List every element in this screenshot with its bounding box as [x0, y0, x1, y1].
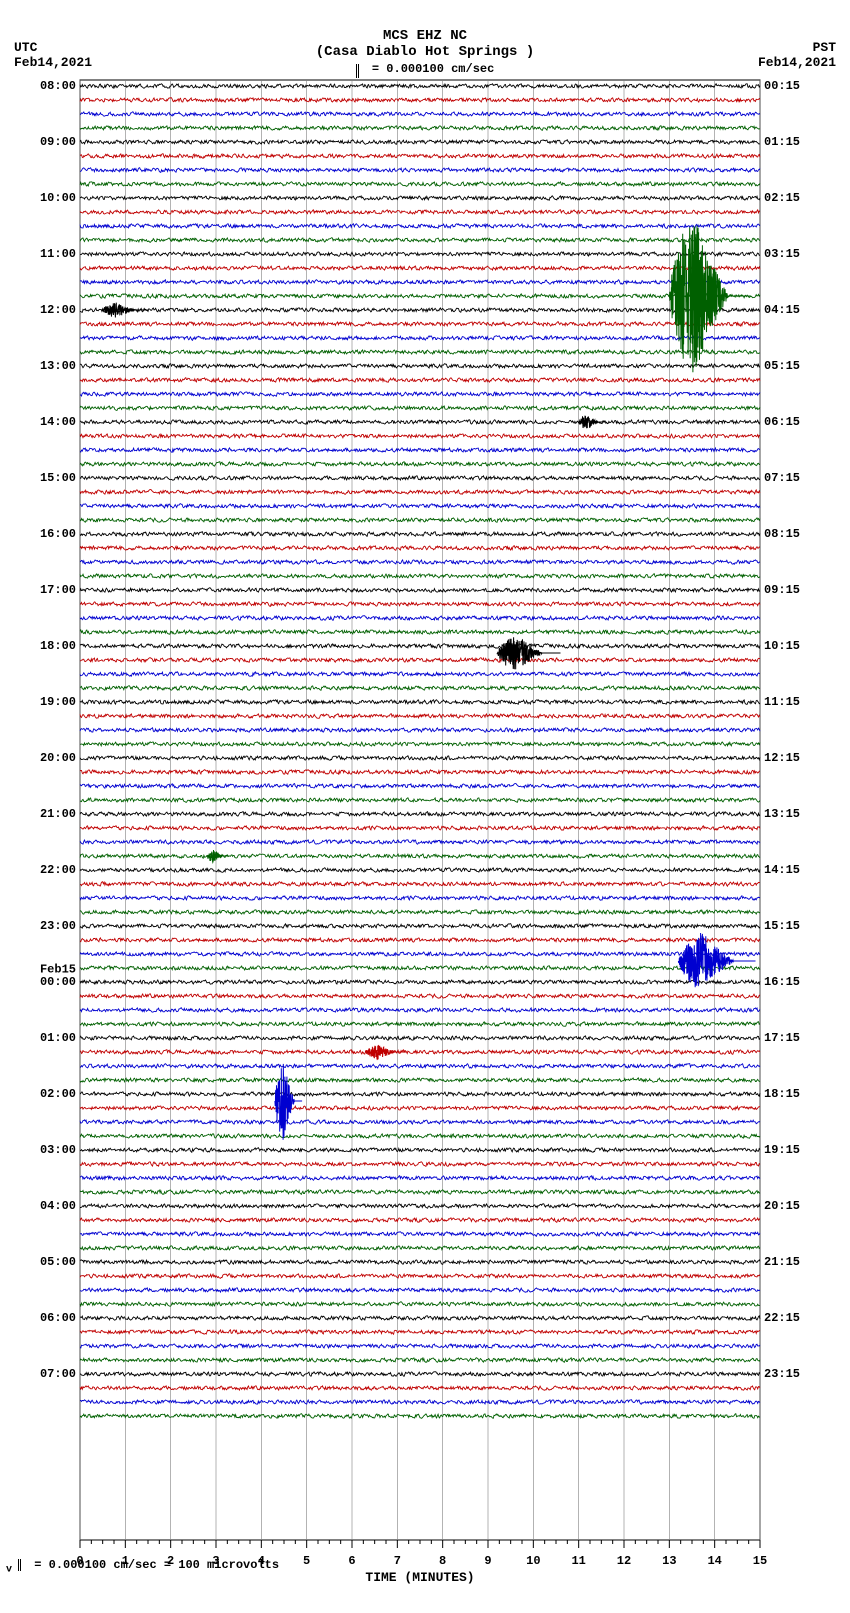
- pst-hour-label: 05:15: [764, 359, 800, 373]
- utc-hour-label: 12:00: [40, 303, 76, 317]
- utc-hour-label: 13:00: [40, 359, 76, 373]
- utc-hour-label: 00:00: [40, 975, 76, 989]
- station-id: MCS EHZ NC: [0, 28, 850, 44]
- pst-hour-label: 02:15: [764, 191, 800, 205]
- utc-hour-label: 16:00: [40, 527, 76, 541]
- pst-hour-label: 09:15: [764, 583, 800, 597]
- left-timezone-block: UTC Feb14,2021: [14, 40, 92, 70]
- station-name: (Casa Diablo Hot Springs ): [0, 44, 850, 60]
- x-axis-title: TIME (MINUTES): [365, 1570, 474, 1585]
- utc-hour-label: 17:00: [40, 583, 76, 597]
- utc-hour-label: 20:00: [40, 751, 76, 765]
- pst-hour-label: 16:15: [764, 975, 800, 989]
- left-tz: UTC: [14, 40, 92, 55]
- x-tick-label: 6: [348, 1554, 355, 1568]
- pst-hour-label: 18:15: [764, 1087, 800, 1101]
- pst-hour-label: 21:15: [764, 1255, 800, 1269]
- utc-hour-label: 09:00: [40, 135, 76, 149]
- utc-hour-label: 03:00: [40, 1143, 76, 1157]
- pst-hour-label: 15:15: [764, 919, 800, 933]
- scale-indicator: = 0.000100 cm/sec: [0, 62, 850, 76]
- x-tick-label: 11: [571, 1554, 585, 1568]
- utc-hour-label: 06:00: [40, 1311, 76, 1325]
- x-tick-label: 0: [76, 1554, 83, 1568]
- helicorder-svg: [80, 80, 760, 1540]
- pst-hour-label: 17:15: [764, 1031, 800, 1045]
- pst-hour-label: 04:15: [764, 303, 800, 317]
- utc-hour-label: 18:00: [40, 639, 76, 653]
- utc-hour-label: 05:00: [40, 1255, 76, 1269]
- pst-hour-label: 11:15: [764, 695, 800, 709]
- x-tick-label: 1: [122, 1554, 129, 1568]
- pst-hour-label: 10:15: [764, 639, 800, 653]
- x-tick-label: 4: [258, 1554, 265, 1568]
- pst-hour-label: 07:15: [764, 471, 800, 485]
- x-tick-label: 7: [394, 1554, 401, 1568]
- utc-hour-label: 08:00: [40, 79, 76, 93]
- x-tick-label: 5: [303, 1554, 310, 1568]
- right-tz: PST: [758, 40, 836, 55]
- pst-hour-label: 08:15: [764, 527, 800, 541]
- x-tick-label: 13: [662, 1554, 676, 1568]
- footer-scale-text: = 0.000100 cm/sec = 100 microvolts: [34, 1558, 279, 1572]
- scale-value: = 0.000100 cm/sec: [372, 62, 494, 76]
- pst-hour-label: 20:15: [764, 1199, 800, 1213]
- pst-hour-label: 19:15: [764, 1143, 800, 1157]
- utc-hour-label: 01:00: [40, 1031, 76, 1045]
- pst-hour-label: 22:15: [764, 1311, 800, 1325]
- pst-hour-label: 03:15: [764, 247, 800, 261]
- utc-hour-label: 21:00: [40, 807, 76, 821]
- pst-hour-label: 23:15: [764, 1367, 800, 1381]
- utc-hour-label: 14:00: [40, 415, 76, 429]
- pst-hour-label: 14:15: [764, 863, 800, 877]
- right-timezone-block: PST Feb14,2021: [758, 40, 836, 70]
- x-tick-label: 10: [526, 1554, 540, 1568]
- right-date: Feb14,2021: [758, 55, 836, 70]
- x-tick-label: 12: [617, 1554, 631, 1568]
- helicorder-plot: 08:0009:0010:0011:0012:0013:0014:0015:00…: [80, 80, 760, 1540]
- pst-hour-label: 01:15: [764, 135, 800, 149]
- utc-hour-label: 02:00: [40, 1087, 76, 1101]
- x-tick-label: 2: [167, 1554, 174, 1568]
- pst-hour-label: 12:15: [764, 751, 800, 765]
- utc-hour-label: 10:00: [40, 191, 76, 205]
- pst-hour-label: 00:15: [764, 79, 800, 93]
- utc-hour-label: 04:00: [40, 1199, 76, 1213]
- utc-hour-label: 11:00: [40, 247, 76, 261]
- utc-hour-label: 07:00: [40, 1367, 76, 1381]
- x-tick-label: 9: [484, 1554, 491, 1568]
- utc-hour-label: 19:00: [40, 695, 76, 709]
- scale-bar-icon: [356, 64, 359, 78]
- pst-hour-label: 13:15: [764, 807, 800, 821]
- utc-hour-label: 23:00: [40, 919, 76, 933]
- x-tick-label: 3: [212, 1554, 219, 1568]
- left-date: Feb14,2021: [14, 55, 92, 70]
- x-tick-label: 15: [753, 1554, 767, 1568]
- utc-day-label: Feb15: [40, 963, 76, 977]
- x-tick-label: 8: [439, 1554, 446, 1568]
- footer-scale-bar-icon: [18, 1559, 21, 1571]
- utc-hour-label: 22:00: [40, 863, 76, 877]
- chart-header: UTC Feb14,2021 PST Feb14,2021 MCS EHZ NC…: [0, 0, 850, 76]
- utc-hour-label: 15:00: [40, 471, 76, 485]
- x-tick-label: 14: [707, 1554, 721, 1568]
- pst-hour-label: 06:15: [764, 415, 800, 429]
